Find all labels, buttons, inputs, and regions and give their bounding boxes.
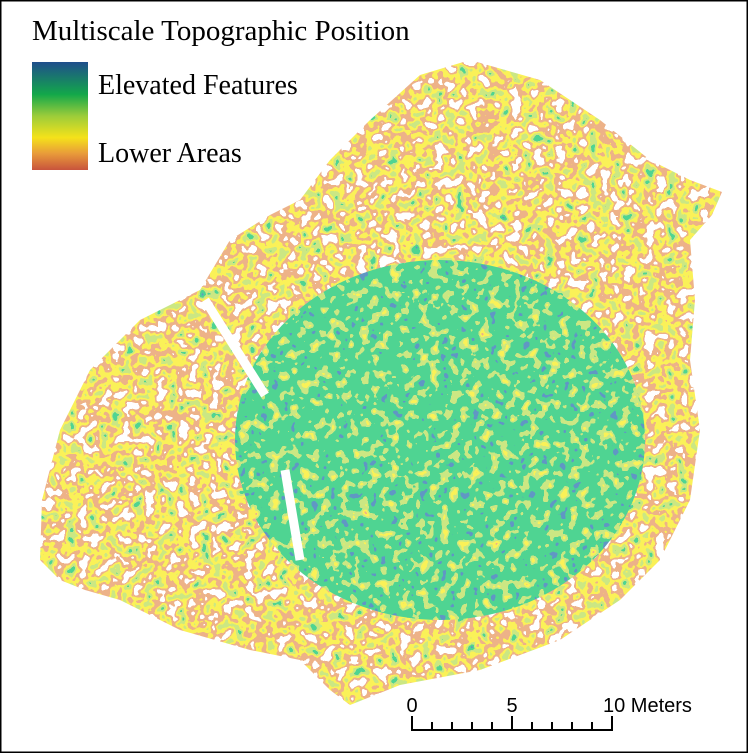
legend-ramp xyxy=(32,62,88,170)
legend-label: Elevated Features xyxy=(98,70,298,101)
scale-label: 0 xyxy=(406,695,417,717)
scale-label: 5 xyxy=(506,695,517,717)
legend-label: Lower Areas xyxy=(98,138,242,169)
map: Multiscale Topographic Position Elevated… xyxy=(0,0,748,753)
page: Multiscale Topographic Position Elevated… xyxy=(0,0,748,753)
map-title: Multiscale Topographic Position xyxy=(32,15,410,47)
scale-label: 10 Meters xyxy=(603,695,692,717)
